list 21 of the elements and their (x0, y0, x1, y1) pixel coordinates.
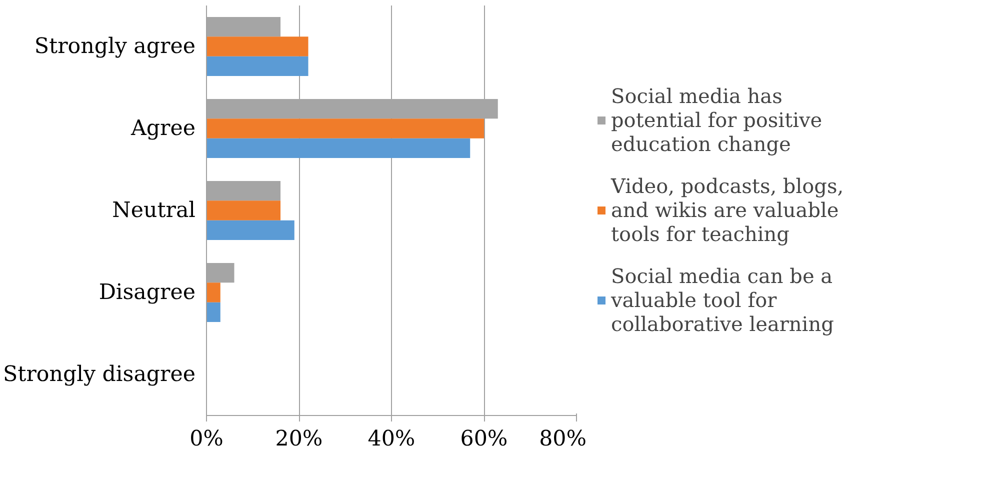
x-tick-label: 0% (190, 426, 224, 452)
x-tick-label: 80% (539, 426, 586, 452)
bar (206, 220, 294, 240)
bar (206, 302, 220, 322)
bar (206, 36, 308, 56)
bar (206, 56, 308, 76)
y-tick-label: Strongly agree (34, 34, 196, 59)
y-tick-label: Disagree (98, 280, 196, 305)
bar (206, 200, 280, 220)
legend-label: Video, podcasts, blogs, and wikis are valuable tools for teaching (611, 174, 844, 246)
y-tick-label: Strongly disagree (3, 362, 196, 387)
legend-label: Social media can be a valuable tool for collaborative learning (611, 264, 834, 336)
x-tick-label: 20% (275, 426, 323, 452)
bar (206, 118, 484, 138)
bar (206, 282, 220, 302)
x-tick-label: 40% (368, 426, 416, 452)
legend-label: Social media has potential for positive education change (611, 84, 822, 156)
y-tick-label: Neutral (112, 198, 196, 223)
x-tick-label: 60% (460, 426, 508, 452)
bar (206, 138, 470, 158)
y-tick-label: Agree (130, 116, 196, 141)
